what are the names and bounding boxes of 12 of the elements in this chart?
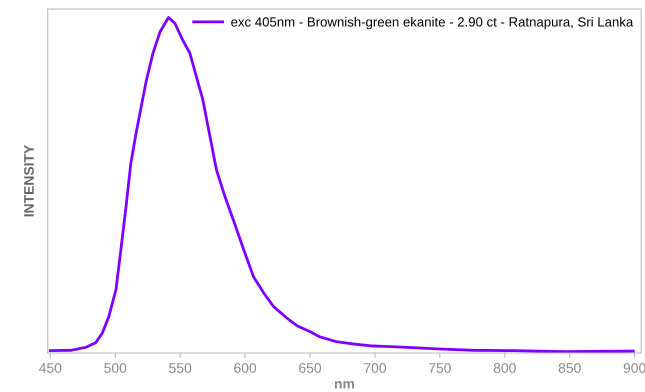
x-tick-label: 650 xyxy=(299,363,322,373)
y-axis-title: INTENSITY xyxy=(24,144,34,216)
x-tick-label: 600 xyxy=(234,363,256,373)
x-axis-title: nm xyxy=(334,381,354,389)
x-tick-label: 750 xyxy=(428,363,451,373)
x-tick-label: 450 xyxy=(39,363,62,373)
x-tick-label: 850 xyxy=(558,363,581,373)
x-tick-label: 800 xyxy=(494,363,516,373)
x-tick-label: 500 xyxy=(104,363,126,373)
x-tick-label: 550 xyxy=(169,363,192,373)
x-tick-label: 700 xyxy=(364,363,386,373)
legend-label: exc 405nm - Brownish-green ekanite - 2.90 ct - Ratnapura, Sri Lanka xyxy=(231,16,634,30)
